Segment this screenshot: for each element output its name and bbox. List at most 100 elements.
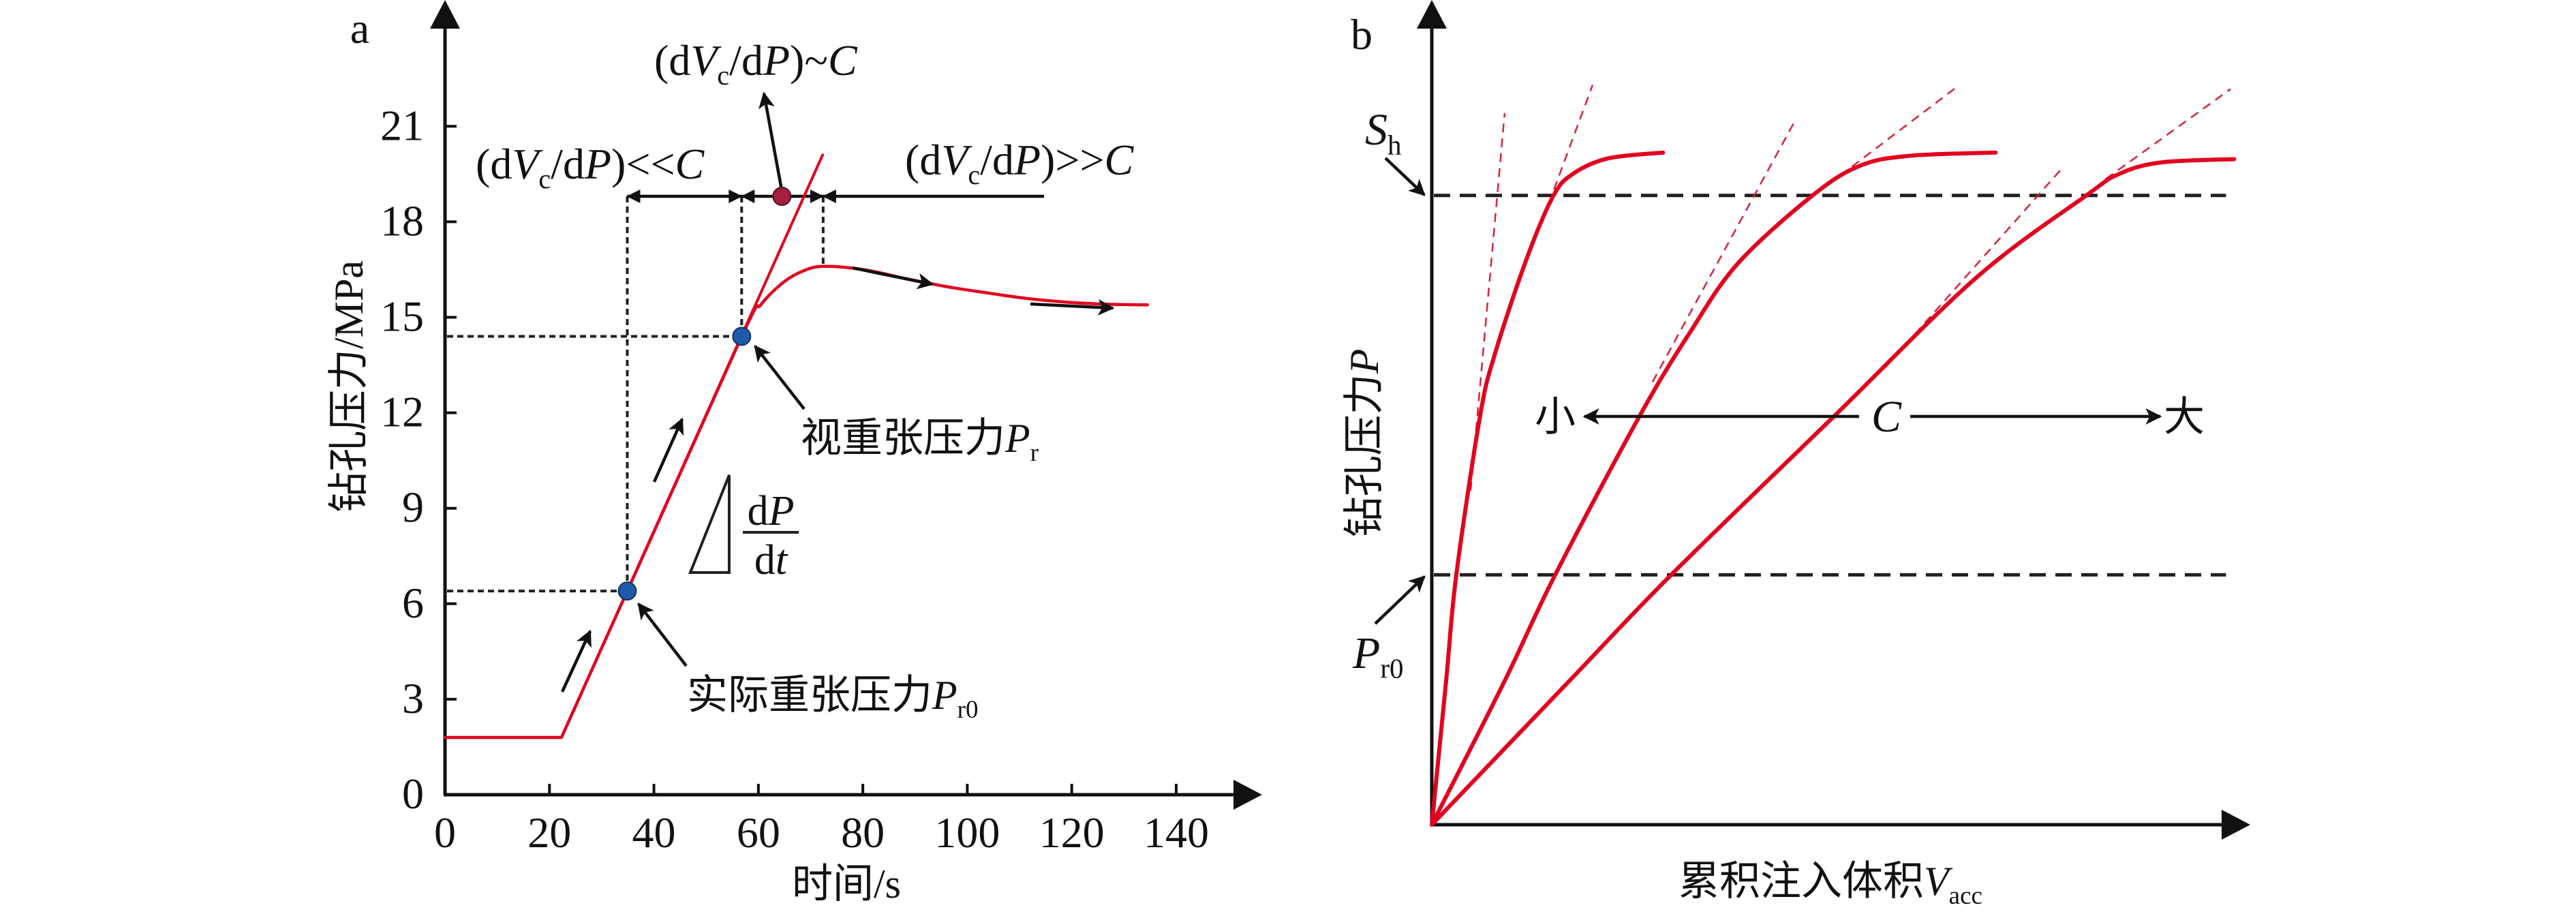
x-tick-label-part: 20	[527, 808, 571, 857]
x-tick-label: 120	[1039, 808, 1105, 857]
pressure-volume-curve-2	[1430, 150, 1998, 827]
x-tick-label-part: 100	[934, 808, 1000, 857]
regime-label-above-part: C	[1105, 136, 1135, 184]
c-large-label-part: 大	[2164, 395, 2205, 440]
regime-label-above-part: (d	[905, 136, 941, 184]
regime-label-above-part: P	[1013, 136, 1041, 184]
y-tick-label-part: 6	[402, 579, 424, 627]
x-axis-title: 时间/s	[792, 862, 901, 907]
regime-label-near-part: /d	[729, 36, 763, 85]
pressure-curve-ramp	[443, 335, 743, 740]
pressure-volume-curve-1	[1430, 150, 1666, 827]
sh-label: Sh	[1365, 105, 1402, 161]
slope-numerator-part: d	[748, 488, 769, 534]
tangent-line	[2105, 88, 2231, 180]
regime-label-above-part: c	[968, 159, 980, 190]
y-tick-label: 18	[380, 196, 424, 245]
y-axis-arrow-icon	[1417, 0, 1447, 29]
pr0-label-part: P	[1352, 628, 1380, 678]
x-tick-label: 20	[527, 808, 571, 857]
x-tick-label-part: 60	[737, 808, 780, 857]
sh-pointer-arrow	[1384, 157, 1426, 196]
c-label: C	[1871, 392, 1902, 442]
x-tick-label-part: 80	[841, 808, 885, 857]
slope-triangle-icon	[688, 474, 731, 574]
y-axis-title-part: P	[1342, 349, 1387, 375]
x-tick-label: 40	[632, 808, 676, 857]
y-axis-title: 钻孔压力P	[1342, 349, 1387, 538]
regime-label-below-part: (d	[476, 140, 512, 188]
c-small-label: 小	[1535, 395, 1576, 440]
x-tick-label-part: 140	[1144, 808, 1209, 857]
regime-label-near-part: C	[828, 36, 858, 85]
y-axis-title-part: 钻孔压力	[1342, 374, 1387, 537]
y-tick-label-part: 9	[402, 483, 424, 532]
slope-denominator-part: d	[754, 537, 776, 583]
x-axis-title-part: acc	[1949, 882, 1982, 910]
y-tick-label-part: 15	[380, 292, 424, 341]
slope-denominator: dt	[754, 537, 788, 583]
x-tick-label: 100	[934, 808, 1000, 857]
actual-reopening-label-part: r0	[957, 696, 979, 724]
regime-label-below-part: /d	[551, 140, 585, 188]
y-tick-label-part: 3	[402, 674, 424, 722]
apparent-reopening-label-part: r	[1030, 439, 1039, 467]
regime-label-near-part: (d	[654, 36, 690, 85]
actual-reopening-pointer	[637, 603, 688, 667]
x-axis-title-part: 时间/s	[792, 862, 901, 907]
y-tick-label: 6	[402, 579, 424, 627]
sh-label-part: S	[1365, 105, 1387, 155]
apparent-reopening-label-part: P	[1005, 416, 1030, 461]
actual-reopening-label-part: P	[932, 673, 957, 718]
regime-label-below-part: V	[512, 140, 543, 188]
x-tick-label-part: 0	[434, 808, 456, 857]
regime-label-above-part: )>>	[1041, 136, 1105, 184]
direction-arrow-icon	[652, 417, 684, 483]
y-tick-label-part: 0	[402, 770, 424, 818]
direction-arrow-icon	[852, 266, 934, 290]
pr0-label-part: r0	[1380, 653, 1403, 684]
apparent-reopening-label: 视重张压力Pr	[801, 416, 1039, 467]
x-tick-label: 60	[737, 808, 780, 857]
tangent-line	[1839, 87, 1956, 177]
x-tick-label-part: 40	[632, 808, 676, 857]
x-tick-label-part: 120	[1039, 808, 1105, 857]
x-axis-title-part: V	[1924, 859, 1953, 904]
regime-label-below-part: C	[675, 140, 705, 188]
y-tick-label-part: 18	[380, 196, 424, 245]
y-tick-label: 0	[402, 770, 424, 818]
c-label-part: C	[1871, 392, 1902, 442]
tangent-line	[1651, 121, 1796, 382]
actual-reopening-marker	[617, 581, 637, 601]
y-axis-title: 钻孔压力/MPa	[326, 260, 371, 513]
slope-denominator-part: t	[776, 537, 788, 583]
y-tick-label: 12	[380, 388, 424, 436]
sh-label-part: h	[1387, 130, 1402, 161]
panel-label-a: a	[350, 4, 369, 52]
panel-label-a-part: a	[350, 4, 369, 52]
y-axis-arrow-icon	[430, 0, 460, 29]
y-tick-label-part: 12	[380, 388, 424, 436]
regime-label-above-part: /d	[980, 136, 1014, 184]
x-axis-arrow-icon	[1233, 780, 1262, 810]
regime-label-near-part: c	[717, 60, 729, 91]
panel-label-b-part: b	[1351, 10, 1373, 59]
actual-reopening-label-part: 实际重张压力	[687, 673, 932, 718]
panel-a-pressure-time-chart: a 0 3 6 9 12 15 18 21 0 20 40 60 80 100 120 140 钻孔压力/MPa 时…	[326, 0, 1262, 907]
regime-label-near-part: )~	[790, 36, 828, 85]
slope-numerator-part: P	[768, 488, 795, 534]
pressure-curve-plateau	[740, 264, 1150, 338]
transition-pointer-arrow	[758, 91, 783, 188]
y-tick-label: 3	[402, 674, 424, 722]
pr0-pointer-arrow	[1374, 575, 1426, 625]
regime-label-near-part: V	[690, 36, 722, 85]
regime-label-above: (dVc/dP)>>C	[905, 136, 1135, 190]
x-axis-title-part: 累积注入体积	[1678, 859, 1924, 904]
regime-label-below-part: )<<	[611, 140, 675, 188]
y-tick-label-part: 21	[380, 101, 424, 149]
regime-label-below-part: P	[584, 140, 611, 188]
apparent-reopening-marker	[732, 326, 752, 346]
apparent-reopening-label-part: 视重张压力	[801, 416, 1005, 461]
